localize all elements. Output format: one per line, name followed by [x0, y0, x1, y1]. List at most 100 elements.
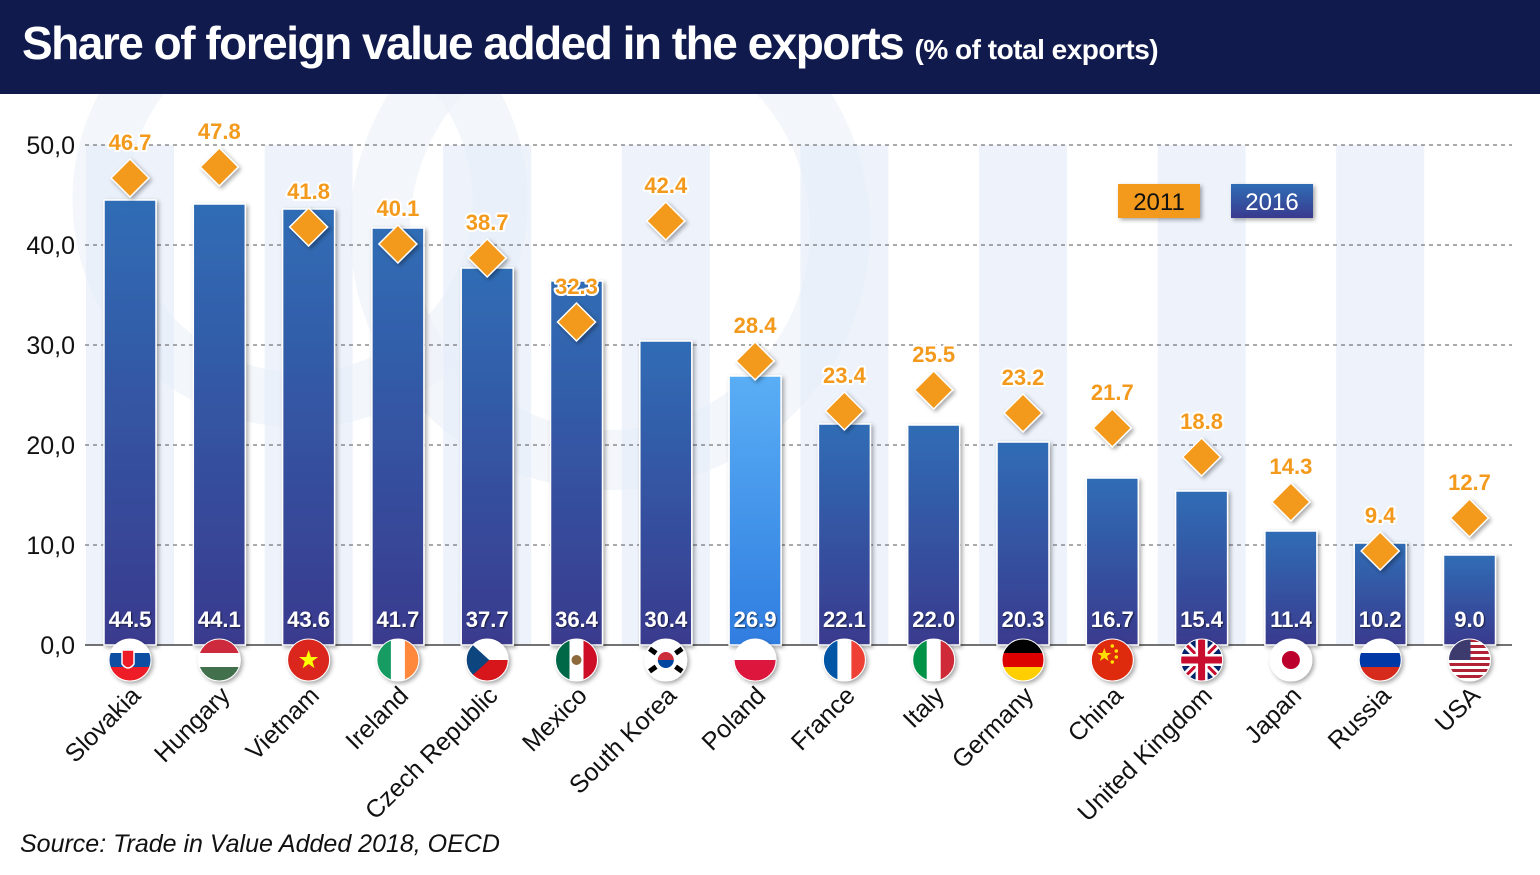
y-tick-label: 50,0 — [26, 132, 75, 160]
x-label-italy: Italy — [898, 681, 951, 734]
flag-fr-icon — [822, 638, 866, 682]
marker-label-ireland: 40.1 — [376, 196, 419, 221]
marker-2011-germany — [1002, 392, 1044, 434]
flag-de-icon — [1001, 638, 1045, 682]
bar-label-mexico: 36.4 — [555, 607, 599, 632]
marker-label-mexico: 32.3 — [555, 274, 598, 299]
bar-usa — [1442, 554, 1497, 646]
flag-us-icon — [1448, 638, 1491, 682]
bar-label-hungary: 44.1 — [198, 607, 241, 632]
bar-china — [1085, 477, 1140, 646]
y-tick-label: 0,0 — [40, 632, 75, 660]
bar-label-germany: 20.3 — [1002, 607, 1045, 632]
bar-italy — [906, 424, 961, 646]
marker-2011-hungary — [199, 146, 240, 188]
flag-pl-icon — [733, 638, 777, 682]
flag-it-icon — [912, 638, 956, 682]
marker-2011-japan — [1270, 481, 1311, 523]
x-label-france: France — [786, 681, 861, 756]
marker-2011-poland — [735, 340, 776, 382]
x-label-ireland: Ireland — [340, 681, 414, 755]
bar-south-korea — [639, 340, 693, 646]
marker-label-slovakia: 46.7 — [109, 130, 152, 155]
bar-slovakia — [103, 199, 157, 646]
bar-label-czech-republic: 37.7 — [466, 607, 509, 632]
marker-2011-czech-republic — [467, 237, 508, 279]
bar-label-south-korea: 30.4 — [644, 607, 688, 632]
bar-japan — [1264, 530, 1318, 646]
legend-swatch-2011 — [1118, 184, 1200, 218]
x-label-japan: Japan — [1239, 681, 1307, 749]
marker-2011-slovakia — [109, 157, 151, 199]
marker-2011-vietnam — [288, 206, 329, 248]
bar-label-usa: 9.0 — [1454, 607, 1485, 632]
marker-label-united-kingdom: 18.8 — [1180, 409, 1223, 434]
marker-2011-mexico — [556, 301, 597, 343]
bar-label-china: 16.7 — [1091, 607, 1134, 632]
marker-2011-china — [1092, 407, 1133, 449]
bar-label-slovakia: 44.5 — [109, 607, 152, 632]
x-label-vietnam: Vietnam — [241, 681, 325, 765]
legend-label-2016: 2016 — [1245, 189, 1298, 216]
marker-label-japan: 14.3 — [1269, 454, 1312, 479]
bar-label-poland: 26.9 — [734, 607, 777, 632]
flag-vn-icon — [287, 638, 331, 682]
bar-label-russia: 10.2 — [1359, 607, 1402, 632]
flag-cn-icon — [1090, 638, 1134, 682]
marker-label-russia: 9.4 — [1365, 503, 1396, 528]
bar-label-united-kingdom: 15.4 — [1180, 607, 1224, 632]
x-label-mexico: Mexico — [517, 681, 593, 757]
bar-label-vietnam: 43.6 — [287, 607, 330, 632]
chart-subtitle: (% of total exports) — [914, 34, 1159, 65]
flag-gb-icon — [1180, 638, 1224, 682]
marker-2011-france — [824, 390, 865, 432]
marker-label-czech-republic: 38.7 — [466, 210, 509, 235]
marker-2011-ireland — [377, 223, 418, 265]
header-banner: Share of foreign value added in the expo… — [0, 0, 1540, 94]
bar-united-kingdom — [1174, 490, 1229, 646]
y-tick-label: 30,0 — [26, 332, 75, 360]
y-tick-label: 20,0 — [26, 432, 75, 460]
chart-title: Share of foreign value added in the expo… — [22, 16, 1159, 70]
marker-label-germany: 23.2 — [1002, 365, 1045, 390]
flag-ru-icon — [1358, 638, 1402, 682]
bar-poland — [728, 375, 782, 646]
marker-label-italy: 25.5 — [912, 342, 955, 367]
flag-kr-icon — [644, 638, 688, 682]
x-label-poland: Poland — [696, 681, 771, 756]
x-label-russia: Russia — [1323, 681, 1397, 755]
marker-label-china: 21.7 — [1091, 380, 1134, 405]
marker-label-south-korea: 42.4 — [644, 173, 688, 198]
marker-2011-italy — [913, 369, 954, 411]
x-label-germany: Germany — [947, 681, 1040, 774]
marker-label-vietnam: 41.8 — [287, 179, 330, 204]
legend: 2011 2016 — [1118, 184, 1313, 218]
source-note: Source: Trade in Value Added 2018, OECD — [20, 830, 500, 858]
x-label-slovakia: Slovakia — [60, 681, 147, 768]
legend-swatch-2016 — [1231, 184, 1313, 218]
title-text: Share of foreign value added in the expo… — [22, 17, 905, 69]
flag-cz-icon — [465, 638, 509, 682]
marker-2011-usa — [1449, 497, 1490, 539]
x-label-china: China — [1063, 681, 1129, 747]
flag-ie-icon — [376, 638, 420, 682]
bar-chart: 0,0 10,0 20,0 30,0 40,0 50,0 44.5 44.1 43.6 41.7… — [26, 94, 1512, 824]
bar-czech-republic — [460, 267, 514, 646]
flag-mx-icon — [555, 638, 598, 682]
x-label-hungary: Hungary — [149, 681, 236, 768]
x-label-usa: USA — [1430, 681, 1486, 737]
marker-2011-united-kingdom — [1181, 436, 1222, 478]
flag-sk-icon — [108, 638, 152, 682]
bar-label-italy: 22.0 — [912, 607, 955, 632]
marker-label-usa: 12.7 — [1448, 470, 1491, 495]
marker-label-poland: 28.4 — [734, 313, 778, 338]
bar-vietnam — [281, 208, 336, 646]
bar-label-ireland: 41.7 — [376, 607, 419, 632]
marker-label-france: 23.4 — [823, 363, 867, 388]
marker-2011-russia — [1360, 530, 1401, 572]
bar-hungary — [192, 203, 247, 646]
flag-hu-icon — [197, 638, 241, 682]
marker-2011-south-korea — [645, 200, 686, 242]
y-tick-label: 40,0 — [26, 232, 75, 260]
flag-jp-icon — [1269, 638, 1313, 682]
